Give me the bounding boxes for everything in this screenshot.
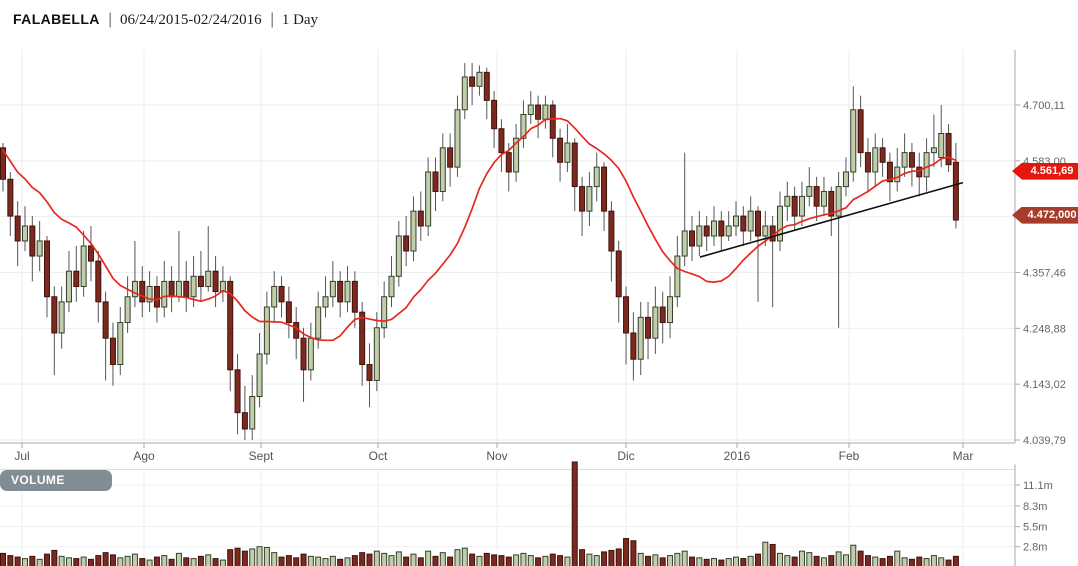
header-interval: 1 Day [281,12,319,28]
svg-text:4.039,79: 4.039,79 [1023,435,1066,447]
time-axis-labels: Jul Ago Sept Oct Nov Dic 2016 Feb Mar [14,443,973,463]
moving-average-line [2,117,957,342]
trendline[interactable] [699,181,964,258]
svg-text:5.5m: 5.5m [1023,522,1047,534]
volume-bars [0,461,959,566]
svg-text:4.357,46: 4.357,46 [1023,267,1066,279]
header-date-range: 06/24/2015-02/24/2016 [119,12,262,28]
last-price-badge: 4.561,69 [1012,162,1078,180]
volume-axis-labels: 11.1m 8.3m 5.5m 2.8m [1015,480,1053,554]
svg-text:8.3m: 8.3m [1023,501,1047,513]
svg-text:Mar: Mar [953,449,974,463]
axes [0,50,1016,566]
svg-text:4.700,11: 4.700,11 [1023,100,1065,112]
volume-indicator-tag[interactable]: VOLUME [0,470,112,491]
svg-text:11.1m: 11.1m [1023,480,1053,492]
svg-text:Jul: Jul [14,449,29,463]
candlesticks [0,63,959,440]
svg-text:Oct: Oct [369,449,388,463]
svg-text:Dic: Dic [617,449,634,463]
price-level-badge: 4.472,000 [1012,206,1078,224]
svg-text:Ago: Ago [133,449,155,463]
price-axis-labels: 4.700,114.583,004.357,464.248,884.143,02… [1015,100,1066,447]
header-separator: | [270,11,273,28]
svg-text:Sept: Sept [249,449,274,463]
svg-text:4.143,02: 4.143,02 [1023,379,1066,391]
chart-header: FALABELLA | 06/24/2015-02/24/2016 | 1 Da… [13,11,318,29]
svg-text:4.248,88: 4.248,88 [1023,323,1066,335]
svg-text:Feb: Feb [839,449,860,463]
symbol-title: FALABELLA [13,11,100,27]
svg-text:2.8m: 2.8m [1023,542,1047,554]
svg-text:Nov: Nov [486,449,507,463]
svg-text:2016: 2016 [724,449,751,463]
header-separator: | [108,11,112,28]
